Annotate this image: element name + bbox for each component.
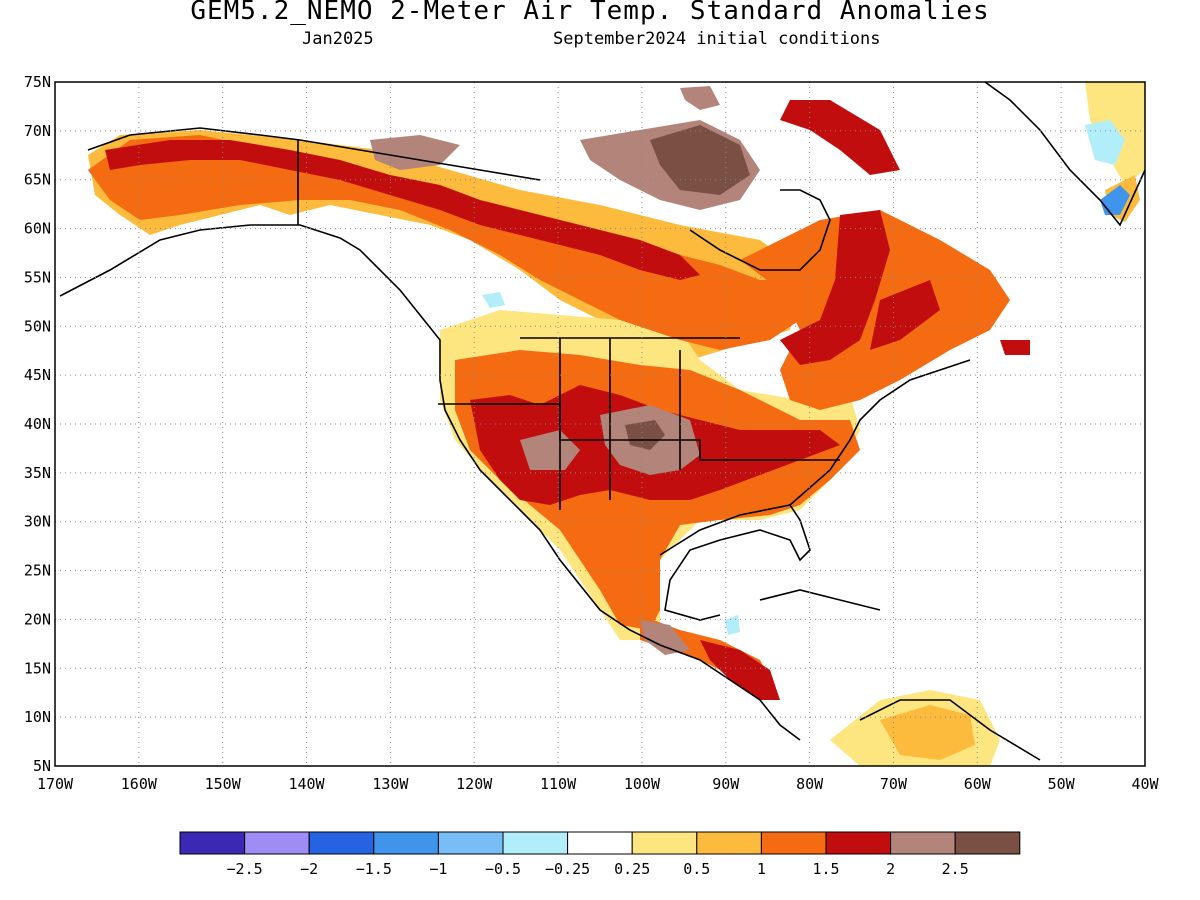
- longitude-label: 120W: [456, 775, 493, 793]
- colorbar-swatch: [825, 831, 892, 855]
- colorbar-label: 1.5: [812, 860, 839, 878]
- graticule: [55, 82, 1145, 766]
- latitude-label: 20N: [24, 610, 51, 628]
- colorbar-swatch: [244, 831, 310, 855]
- colorbar-label: −2.5: [227, 860, 263, 878]
- longitude-label: 100W: [624, 775, 661, 793]
- latitude-label: 15N: [24, 659, 51, 677]
- latitude-label: 75N: [24, 73, 51, 91]
- longitude-label: 40W: [1131, 775, 1159, 793]
- latitude-label: 55N: [24, 268, 51, 286]
- anomaly-field: [88, 82, 1145, 766]
- initial-conditions-label: September2024 initial conditions: [553, 29, 881, 49]
- latitude-label: 65N: [24, 171, 51, 189]
- colorbar-label: 0.5: [683, 860, 710, 878]
- longitude-label: 160W: [121, 775, 158, 793]
- colorbar-label: 2.5: [942, 860, 969, 878]
- latitude-label: 70N: [24, 122, 51, 140]
- colorbar-swatch: [373, 831, 439, 855]
- longitude-label: 170W: [37, 775, 74, 793]
- colorbar-label: −2: [300, 860, 318, 878]
- latitude-label: 10N: [24, 708, 51, 726]
- colorbar-label: 1: [757, 860, 766, 878]
- latitude-label: 25N: [24, 562, 51, 580]
- colorbar-swatch: [760, 831, 827, 855]
- colorbar-swatch: [696, 831, 762, 855]
- longitude-label: 80W: [796, 775, 824, 793]
- longitude-label: 130W: [372, 775, 409, 793]
- latitude-label: 35N: [24, 464, 51, 482]
- colorbar-label: −0.5: [485, 860, 521, 878]
- colorbar-swatch: [179, 831, 246, 855]
- latitude-label: 30N: [24, 513, 51, 531]
- colorbar-swatch: [308, 831, 375, 855]
- colorbar-label: −0.25: [545, 860, 590, 878]
- longitude-label: 60W: [964, 775, 992, 793]
- colorbar-label: −1: [429, 860, 447, 878]
- latitude-label: 45N: [24, 366, 51, 384]
- latitude-label: 50N: [24, 317, 51, 335]
- colorbar-label: 0.25: [614, 860, 650, 878]
- colorbar-swatch: [502, 831, 569, 855]
- latitude-label: 5N: [33, 757, 51, 775]
- colorbar-swatch: [631, 831, 698, 855]
- longitude-labels: 170W 160W 150W 140W 130W 120W 110W 100W 90W 80W 70…: [37, 775, 1160, 793]
- colorbar-label: −1.5: [356, 860, 392, 878]
- map-frame: [54, 81, 1146, 767]
- colorbar-swatch: [567, 831, 633, 855]
- colorbar-swatch: [954, 831, 1021, 855]
- colorbar-label: 2: [886, 860, 895, 878]
- chart-title: GEM5.2_NEMO 2-Meter Air Temp. Standard A…: [190, 0, 990, 26]
- longitude-label: 140W: [288, 775, 325, 793]
- forecast-month: Jan2025: [302, 29, 374, 49]
- latitude-labels: 75N 70N 65N 60N 55N 50N 45N 40N 35N 30N 25N 20N 15N 1…: [24, 73, 51, 775]
- colorbar-labels: −2.5 −2 −1.5 −1 −0.5 −0.25 0.25 0.5 1 1.5 2 2.5: [227, 860, 969, 878]
- colorbar: [179, 831, 1021, 855]
- longitude-label: 90W: [712, 775, 740, 793]
- latitude-label: 60N: [24, 220, 51, 238]
- colorbar-swatch: [890, 831, 956, 855]
- longitude-label: 70W: [880, 775, 908, 793]
- latitude-label: 40N: [24, 415, 51, 433]
- longitude-label: 110W: [540, 775, 577, 793]
- colorbar-swatch: [437, 831, 504, 855]
- longitude-label: 50W: [1048, 775, 1076, 793]
- longitude-label: 150W: [205, 775, 242, 793]
